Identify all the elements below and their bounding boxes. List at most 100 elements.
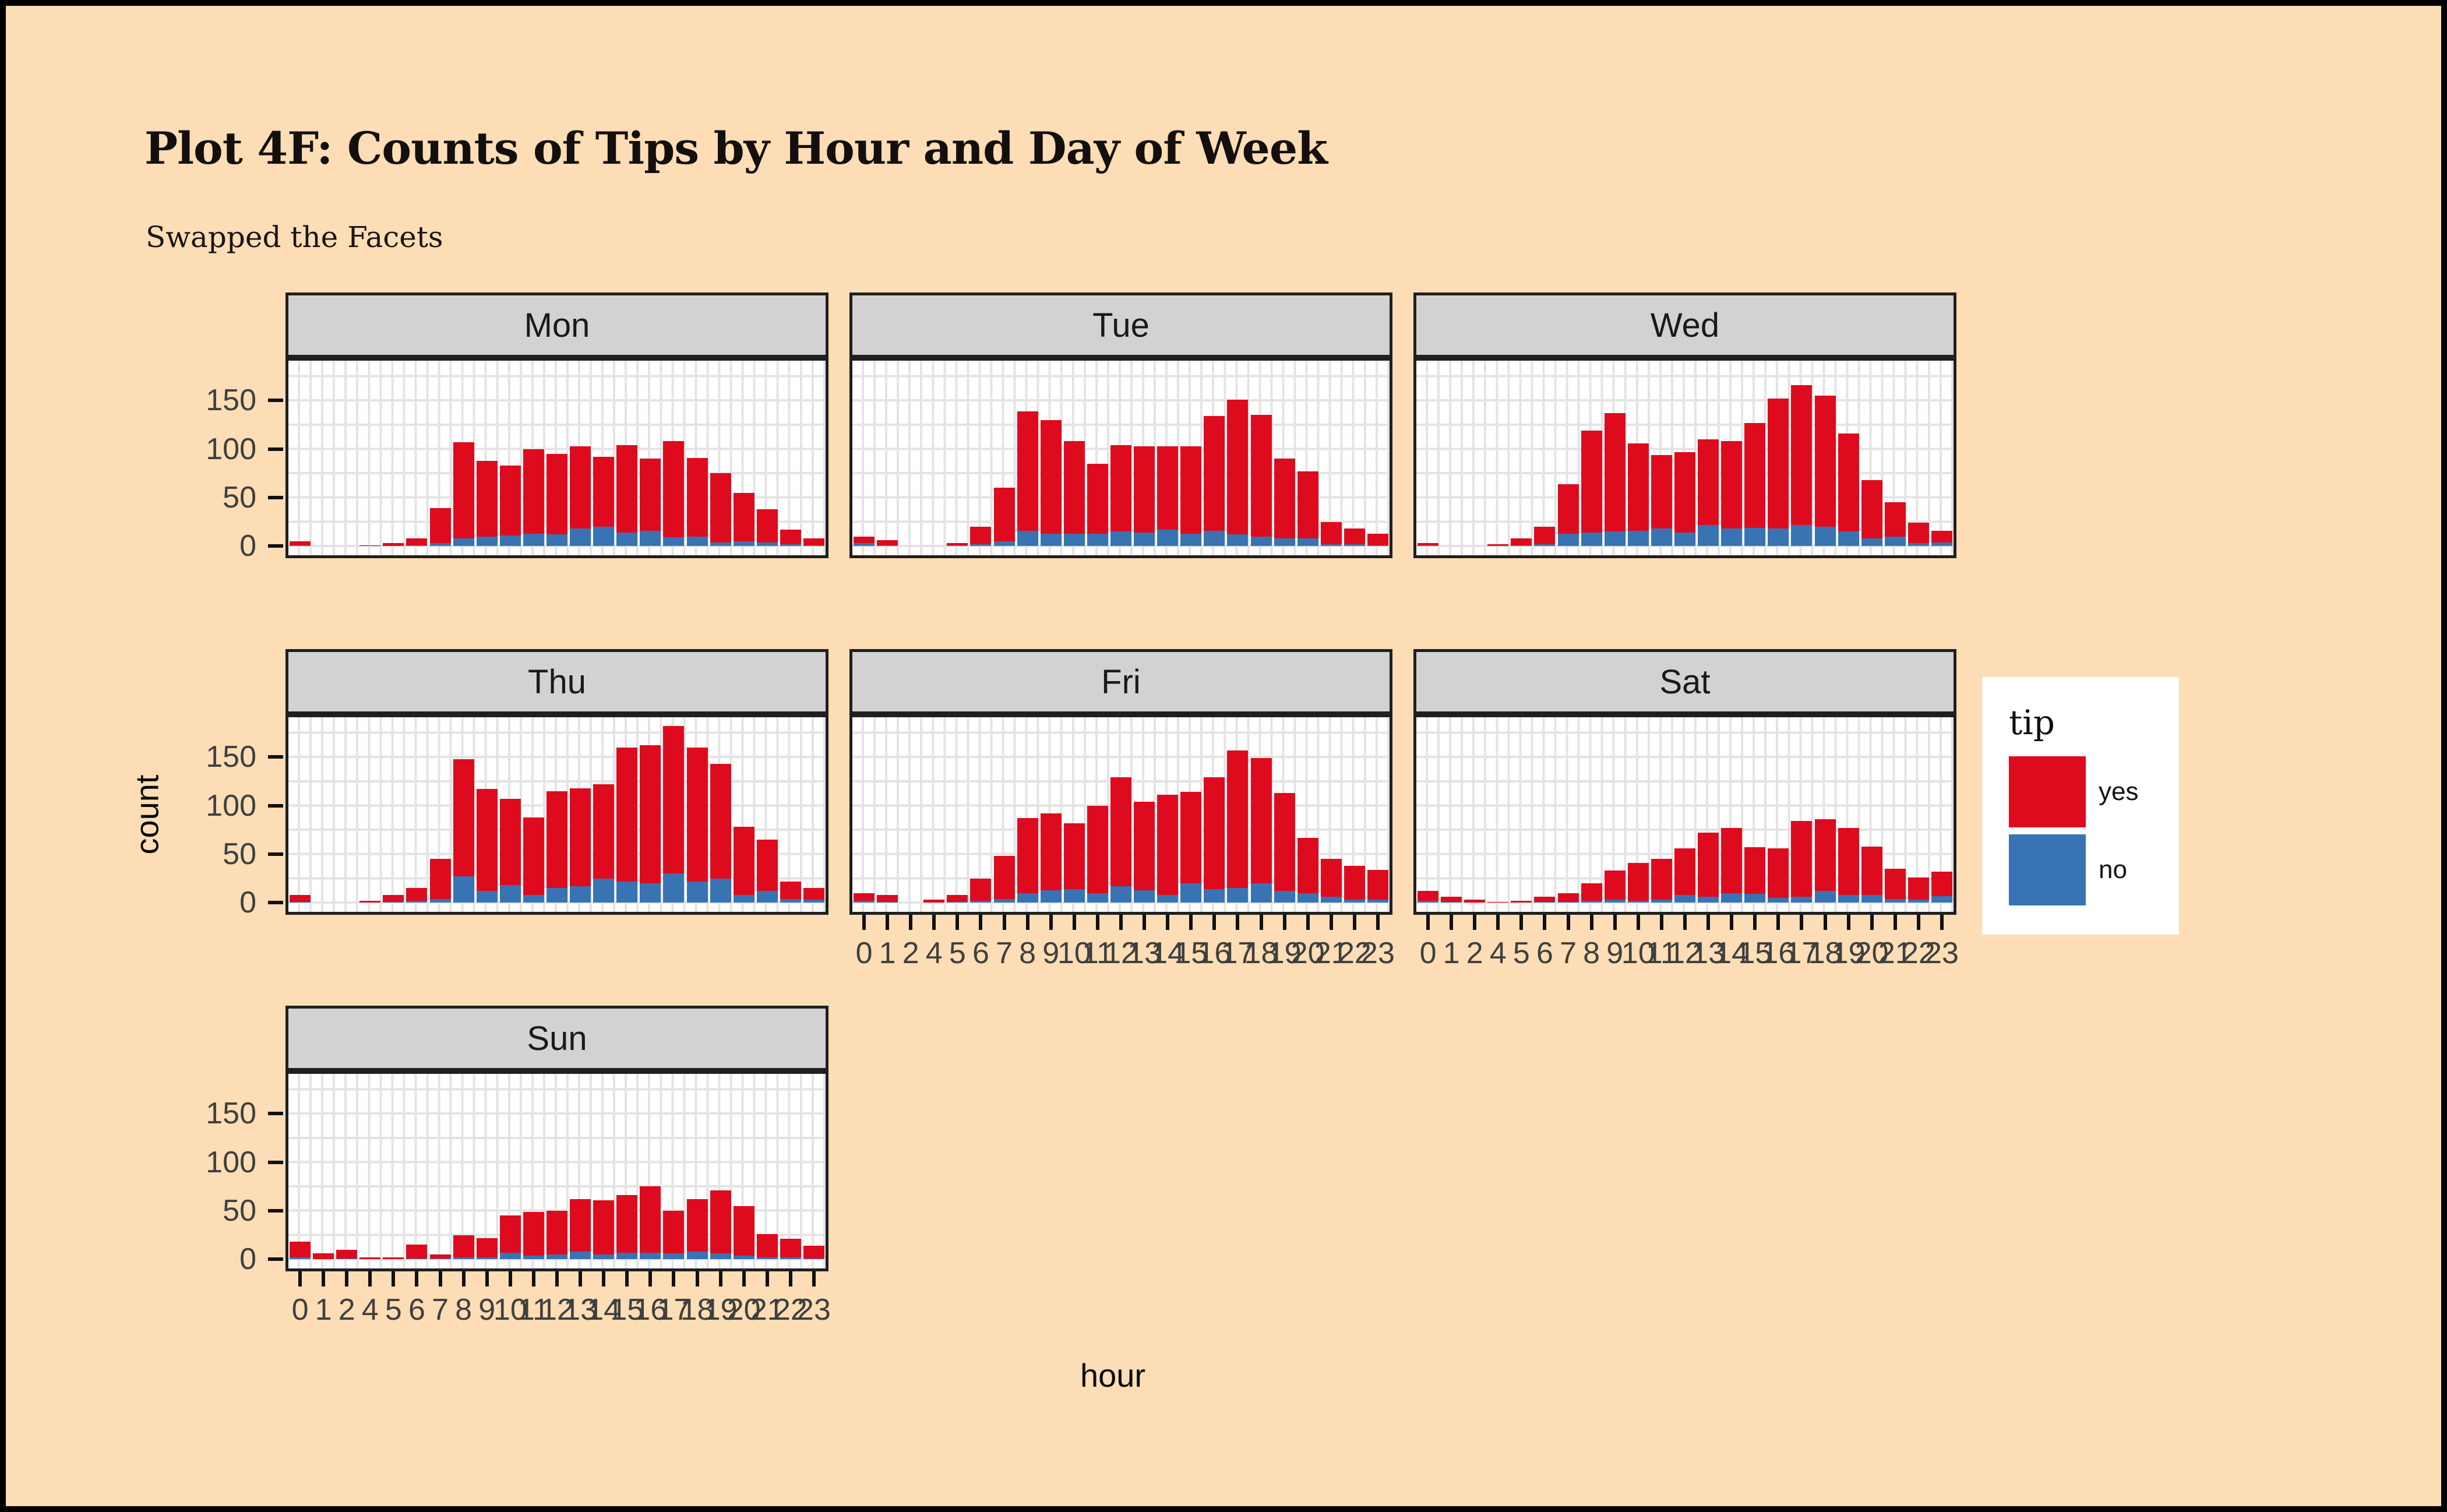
bar-tue-h5-yes [947,543,968,545]
bar-sun-h20-no [733,1255,754,1260]
page-title: Plot 4F: Counts of Tips by Hour and Day … [144,122,1328,174]
x-tick-label: 8 [455,1293,473,1327]
x-tick [1800,915,1804,930]
y-tick [268,495,283,499]
x-tick-label: 14 [587,1293,621,1327]
x-tick [909,915,913,930]
bar-mon-h15-no [616,532,638,547]
bar-thu-h12-yes [546,791,567,889]
bar-thu-h10-no [499,885,521,903]
bar-tue-h18-no [1250,536,1272,547]
bar-thu-h0-yes [290,894,311,902]
bar-thu-h12-no [546,888,567,903]
x-tick [1683,915,1687,930]
bar-sun-h11-yes [523,1211,544,1256]
facet-strip-thu: Thu [285,649,828,714]
bar-mon-h22-yes [780,529,801,544]
bar-tue-h21-yes [1320,521,1342,544]
x-tick-label: 0 [1419,936,1437,970]
bar-fri-h1-yes [877,894,898,902]
bar-fri-h10-no [1063,889,1085,903]
x-tick [1329,915,1333,930]
x-tick-label: 16 [633,1293,668,1327]
bar-wed-h18-no [1814,526,1836,547]
bar-sat-h19-yes [1838,827,1859,895]
bar-fri-h16-no [1204,889,1225,903]
bar-wed-h17-no [1791,524,1813,547]
bar-sun-h19-yes [710,1190,731,1254]
bar-mon-h15-yes [616,445,638,533]
bar-sat-h6-yes [1534,897,1556,902]
bar-mon-h20-yes [733,492,754,541]
bar-sun-h4-yes [359,1257,381,1260]
y-tick [268,1112,283,1116]
bar-sun-h2-yes [336,1249,358,1259]
x-tick [508,1271,512,1287]
bar-sun-h19-no [710,1253,731,1260]
bar-thu-h17-yes [663,726,685,874]
x-tick-label: 19 [1267,936,1302,970]
x-tick [1753,915,1757,930]
y-tick-label: 50 [223,837,256,871]
bar-mon-h18-yes [686,457,708,537]
x-tick [438,1271,442,1287]
x-tick [485,1271,489,1287]
x-tick [1659,915,1663,930]
bar-wed-h6-yes [1534,526,1556,544]
x-tick-label: 8 [1583,936,1600,970]
x-tick-label: 20 [1291,936,1325,970]
legend-key-yes-swatch [2009,756,2086,827]
bar-thu-h10-yes [499,798,521,886]
x-tick [1282,915,1286,930]
bar-tue-h21-no [1320,544,1342,547]
bar-sat-h10-yes [1627,862,1649,901]
bar-sun-h21-yes [756,1233,778,1257]
y-tick [268,399,283,403]
bar-wed-h9-no [1604,531,1626,547]
x-tick-label: 7 [432,1293,449,1327]
bar-tue-h7-yes [993,488,1015,541]
bar-wed-h5-no [1511,545,1532,547]
bar-sat-h4-yes [1487,901,1509,903]
bar-tue-h0-yes [854,536,875,544]
x-tick [1072,915,1076,930]
bar-mon-h19-no [710,542,731,547]
bar-sat-h14-no [1721,893,1743,903]
bar-fri-h22-no [1344,900,1365,903]
bar-thu-h19-no [710,878,731,903]
bar-sat-h9-no [1604,900,1626,903]
bar-thu-h22-yes [780,881,801,899]
page-subtitle: Swapped the Facets [146,220,443,254]
bar-sun-h1-yes [313,1253,334,1260]
bar-sun-h9-yes [476,1238,498,1257]
x-tick-label: 10 [1621,936,1655,970]
bar-sat-h15-no [1744,894,1766,903]
x-tick-label: 6 [1536,936,1553,970]
x-tick [742,1271,746,1287]
x-tick [298,1271,302,1287]
bar-fri-h23-yes [1367,869,1388,900]
x-tick-label: 17 [1785,936,1819,970]
x-tick [555,1271,559,1287]
bar-sun-h5-yes [383,1257,404,1260]
x-tick-label: 21 [750,1293,784,1327]
bar-thu-h22-no [780,898,801,903]
x-tick-label: 12 [540,1293,574,1327]
bar-tue-h17-yes [1227,399,1249,535]
bar-tue-h12-yes [1110,445,1131,532]
bar-thu-h6-yes [406,888,428,901]
x-tick [1916,915,1920,930]
bar-wed-h19-no [1838,531,1859,547]
bar-fri-h11-no [1087,893,1108,903]
bar-wed-h21-no [1884,536,1906,547]
bar-mon-h7-no [429,543,451,547]
bar-fri-h18-no [1250,883,1272,903]
x-tick [1519,915,1524,930]
bar-sat-h7-yes [1557,893,1579,902]
bar-tue-h23-no [1367,545,1388,547]
bar-sat-h23-yes [1931,871,1952,896]
bar-fri-h0-yes [854,893,875,901]
x-tick [1496,915,1500,930]
x-tick [368,1271,372,1287]
x-tick [461,1271,466,1287]
